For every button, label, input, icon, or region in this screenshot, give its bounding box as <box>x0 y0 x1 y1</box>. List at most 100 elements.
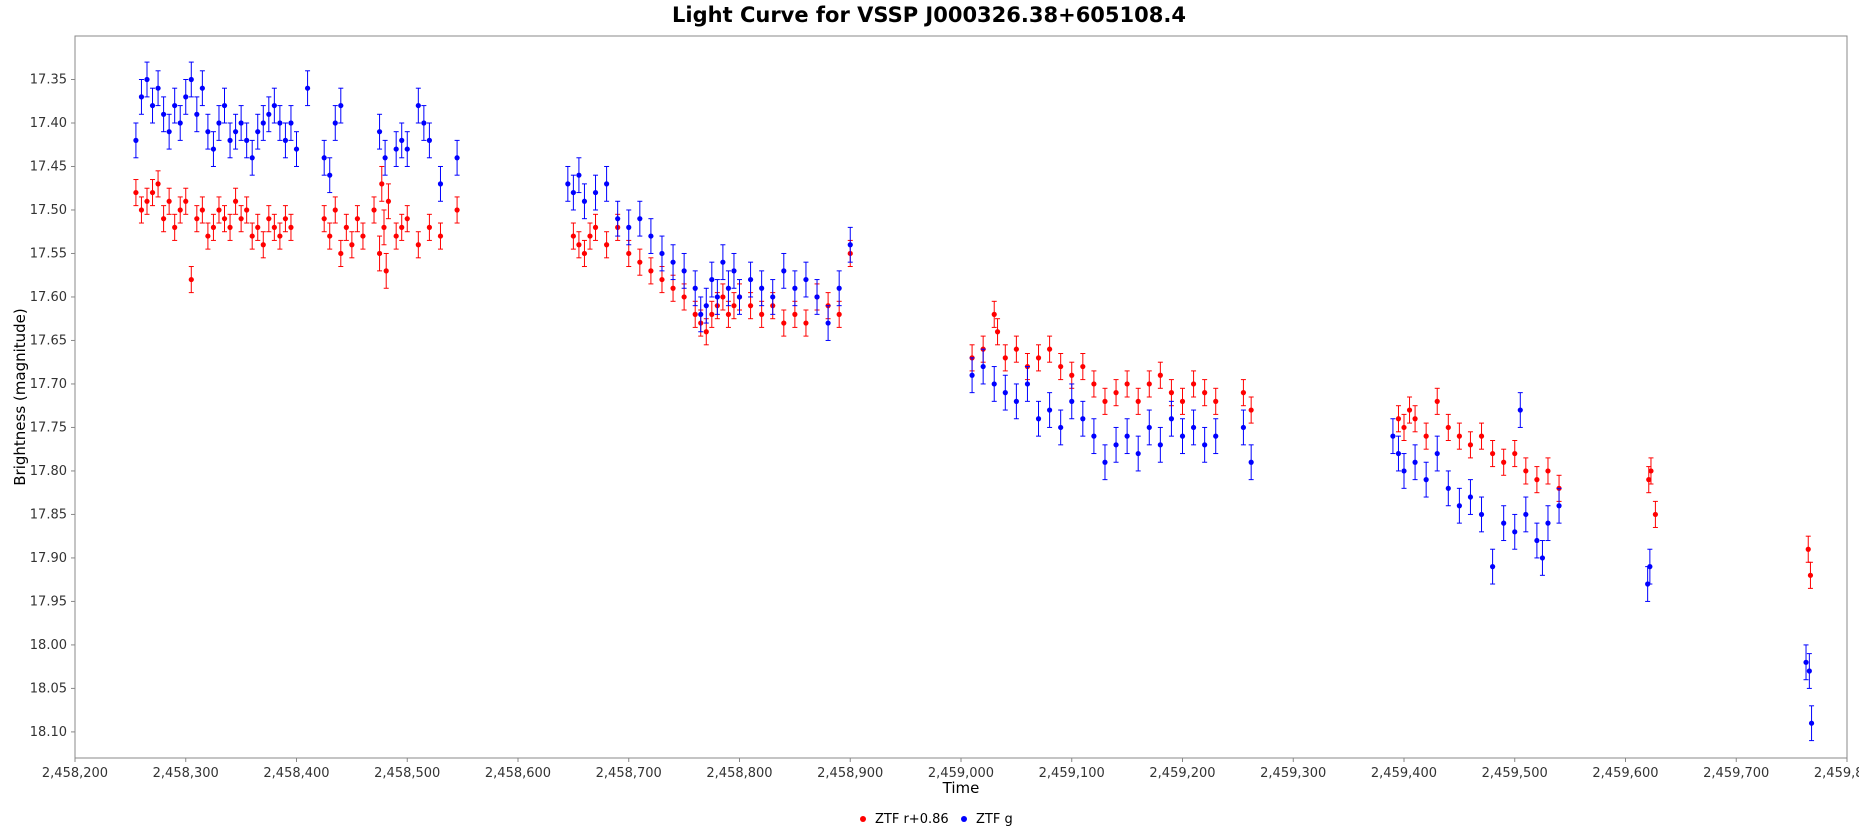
y-tick-label: 17.80 <box>30 464 67 479</box>
data-point <box>1456 433 1462 439</box>
data-point <box>138 94 145 100</box>
legend-marker-r <box>860 816 866 822</box>
y-tick-label: 17.50 <box>30 203 67 218</box>
data-point <box>1807 572 1814 578</box>
data-point <box>1213 398 1219 404</box>
data-point <box>1080 416 1086 422</box>
data-point <box>991 381 997 387</box>
data-point <box>681 294 687 300</box>
data-point <box>1534 537 1540 544</box>
data-point <box>183 198 189 204</box>
data-point <box>670 285 676 291</box>
data-point <box>980 363 986 370</box>
data-point <box>1467 494 1474 500</box>
data-point <box>437 233 444 239</box>
data-point <box>161 111 167 117</box>
series-ztf-r <box>133 165 1814 589</box>
data-point <box>133 189 139 196</box>
data-point <box>177 120 183 126</box>
data-point <box>1213 433 1219 439</box>
data-point <box>338 102 344 109</box>
data-point <box>814 294 820 300</box>
data-point <box>1091 381 1097 387</box>
data-point <box>227 224 233 230</box>
data-point <box>969 372 975 378</box>
data-point <box>1202 442 1208 448</box>
data-point <box>1523 511 1529 518</box>
data-point <box>747 303 754 309</box>
data-point <box>648 233 654 239</box>
y-tick-label: 17.45 <box>30 159 67 174</box>
data-point <box>1179 398 1186 404</box>
data-point <box>227 137 233 143</box>
data-point <box>332 120 338 126</box>
x-tick-label: 2,458,500 <box>374 766 440 781</box>
legend-label-g: ZTF g <box>976 812 1013 827</box>
x-tick-label: 2,459,000 <box>928 766 994 781</box>
data-point <box>1013 346 1019 352</box>
data-point <box>288 120 294 126</box>
data-point <box>1035 416 1042 422</box>
x-tick-label: 2,459,600 <box>1592 766 1658 781</box>
y-tick-label: 17.85 <box>30 507 67 522</box>
data-point <box>1102 459 1108 465</box>
data-point <box>1002 390 1008 396</box>
data-point <box>381 224 387 230</box>
data-point <box>720 259 726 265</box>
data-point <box>720 294 726 300</box>
data-point <box>592 224 599 230</box>
y-tick-label: 17.75 <box>30 420 67 435</box>
data-point <box>1545 520 1551 526</box>
data-point <box>581 198 588 204</box>
data-point <box>637 259 643 265</box>
data-point <box>847 242 853 248</box>
data-point <box>1069 372 1075 378</box>
data-point <box>399 137 405 143</box>
data-point <box>1646 477 1652 483</box>
data-point <box>282 137 289 143</box>
data-point <box>565 181 571 187</box>
y-tick-label: 17.65 <box>30 333 67 348</box>
data-point <box>991 311 997 317</box>
x-axis: 2,458,200 2,458,300 2,458,400 2,458,500 2,45… <box>42 758 1859 781</box>
data-point <box>1202 390 1208 396</box>
x-tick-label: 2,458,700 <box>596 766 662 781</box>
data-point <box>454 207 460 213</box>
data-point <box>327 233 333 239</box>
data-point <box>166 129 172 135</box>
data-point <box>216 207 222 213</box>
data-point <box>1024 381 1031 387</box>
data-point <box>1035 355 1042 361</box>
data-point <box>271 224 277 230</box>
data-point <box>592 189 599 196</box>
data-point <box>349 242 355 248</box>
data-point <box>1102 398 1108 404</box>
data-point <box>232 129 239 135</box>
data-point <box>576 242 582 248</box>
data-point <box>1146 424 1152 431</box>
data-point <box>1456 503 1462 509</box>
data-point <box>376 250 383 257</box>
data-point <box>199 85 205 91</box>
data-point <box>277 120 283 126</box>
data-point <box>304 85 311 91</box>
data-point <box>1047 346 1053 352</box>
data-point <box>210 146 217 152</box>
data-point <box>149 189 156 196</box>
data-point <box>731 303 737 309</box>
data-point <box>354 216 361 222</box>
data-point <box>399 224 405 230</box>
data-point <box>393 146 399 152</box>
data-point <box>282 216 289 222</box>
x-tick-label: 2,459,300 <box>1260 766 1326 781</box>
data-point <box>709 276 715 283</box>
data-point <box>1545 468 1551 474</box>
data-point <box>404 146 410 152</box>
data-point <box>360 233 366 239</box>
data-point <box>1423 433 1429 439</box>
data-point <box>731 268 737 274</box>
data-point <box>144 76 150 83</box>
data-point <box>1248 407 1254 413</box>
data-point <box>1047 407 1053 413</box>
data-point <box>681 268 687 274</box>
